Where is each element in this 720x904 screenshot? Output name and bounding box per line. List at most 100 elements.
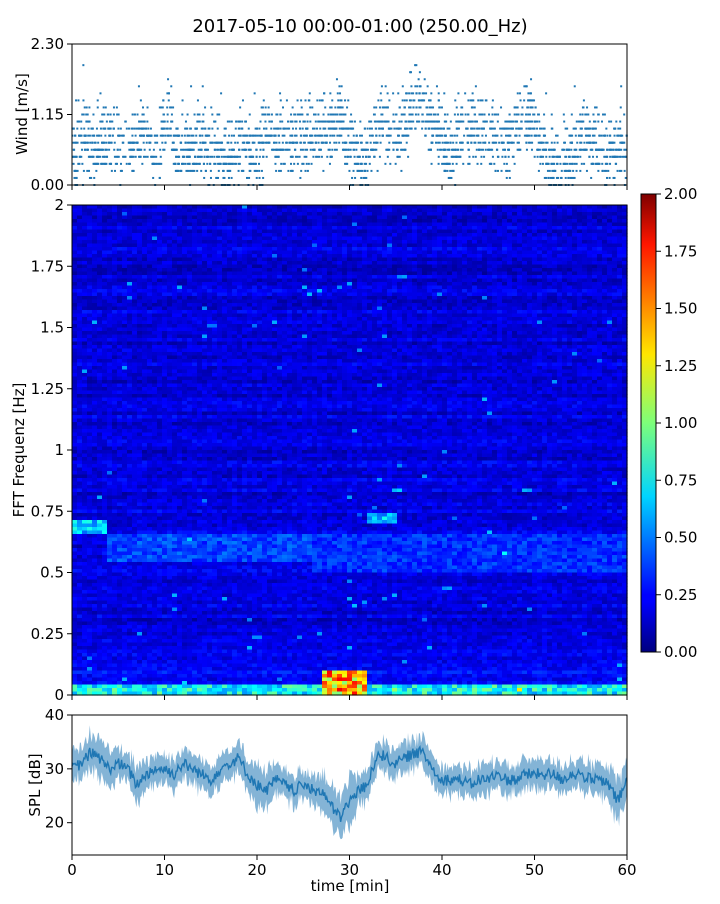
spectrogram-cell [597, 261, 603, 265]
spectrogram-cell [227, 258, 233, 262]
spectrogram-cell [92, 261, 98, 265]
spectrogram-cell [122, 209, 128, 213]
spectrogram-cell [182, 244, 188, 248]
wind-point [138, 128, 140, 130]
spectrogram-cell [162, 205, 168, 209]
wind-point [373, 142, 375, 144]
spectrogram-cell [427, 205, 433, 209]
spectrogram-cell [277, 265, 283, 269]
wind-point [438, 163, 440, 165]
wind-point [345, 163, 347, 165]
wind-point [166, 135, 168, 137]
wind-point [160, 135, 162, 137]
spectrogram-cell [547, 272, 553, 276]
wind-point [381, 114, 383, 116]
wind-point [615, 149, 617, 151]
wind-point [477, 135, 479, 137]
spectrogram-cell [262, 247, 268, 251]
wind-point [95, 142, 97, 144]
spectrogram-cell [522, 226, 528, 230]
spectrogram-cell [457, 209, 463, 213]
spectrogram-cell [512, 268, 518, 272]
spectrogram-cell [232, 230, 238, 234]
spectrogram-cell [447, 244, 453, 248]
spectrogram-cell [427, 261, 433, 265]
spectrogram-cell [72, 205, 78, 209]
wind-point [620, 170, 622, 172]
spectrogram-cell [392, 261, 398, 265]
spectrogram-cell [157, 233, 163, 237]
wind-point [422, 121, 424, 123]
spectrogram-cell [182, 268, 188, 272]
wind-point [114, 142, 116, 144]
spectrogram-cell [137, 223, 143, 227]
wind-point [208, 128, 210, 130]
spectrogram-cell [77, 230, 83, 234]
spectrogram-cell [432, 261, 438, 265]
spectrogram-cell [447, 219, 453, 223]
spectrogram-cell [597, 247, 603, 251]
spectrogram-cell [262, 212, 268, 216]
spectrogram-cell [222, 205, 228, 209]
wind-point [285, 128, 287, 130]
wind-point [506, 163, 508, 165]
wind-point [168, 92, 170, 94]
spectrogram-cell [192, 240, 198, 244]
spectrogram-cell [117, 244, 123, 248]
spectrogram-cell [117, 240, 123, 244]
spectrogram-cell [202, 247, 208, 251]
spectrogram-cell [432, 268, 438, 272]
spectrogram-cell [77, 268, 83, 272]
spectrogram-cell [587, 275, 593, 279]
spectrogram-cell [172, 254, 178, 258]
wind-point [109, 121, 111, 123]
spectrogram-cell [107, 251, 113, 255]
spectrogram-cell [417, 233, 423, 237]
wind-point [104, 163, 106, 165]
wind-point [620, 106, 622, 108]
wind-point [574, 85, 576, 87]
spectrogram-cell [287, 205, 293, 209]
spectrogram-cell [387, 244, 393, 248]
spectrogram-cell [207, 272, 213, 276]
spectrogram-cell [252, 209, 258, 213]
spectrogram-cell [222, 247, 228, 251]
spectrogram-cell [412, 261, 418, 265]
wind-point [549, 156, 551, 158]
wind-point [424, 78, 426, 80]
spectrogram-cell [312, 233, 318, 237]
wind-point [264, 114, 266, 116]
wind-point [534, 156, 536, 158]
wind-point [195, 135, 197, 137]
spectrogram-cell [562, 226, 568, 230]
spectrogram-cell [502, 261, 508, 265]
wind-point [347, 128, 349, 130]
spectrogram-cell [597, 205, 603, 209]
wind-point [312, 156, 314, 158]
spectrogram-cell [252, 261, 258, 265]
wind-point [428, 99, 430, 101]
spectrogram-cell [487, 268, 493, 272]
spectrogram-cell [542, 237, 548, 241]
spectrogram-cell [212, 265, 218, 269]
spectrogram-cell [287, 244, 293, 248]
spectrogram-cell [527, 237, 533, 241]
spectrogram-cell [102, 244, 108, 248]
spectrogram-cell [417, 223, 423, 227]
spectrogram-cell [477, 212, 483, 216]
wind-point [204, 156, 206, 158]
spectrogram-cell [457, 247, 463, 251]
spectrogram-cell [72, 261, 78, 265]
spectrogram-cell [337, 219, 343, 223]
spectrogram-cell [162, 216, 168, 220]
spectrogram-cell [212, 226, 218, 230]
spectrogram-cell [292, 240, 298, 244]
spectrogram-cell [172, 230, 178, 234]
wind-point [123, 135, 125, 137]
wind-point [289, 142, 291, 144]
spectrogram-cell [472, 265, 478, 269]
spectrogram-cell [567, 275, 573, 279]
wind-point [428, 149, 430, 151]
wind-point [101, 163, 103, 165]
spectrogram-cell [252, 258, 258, 262]
